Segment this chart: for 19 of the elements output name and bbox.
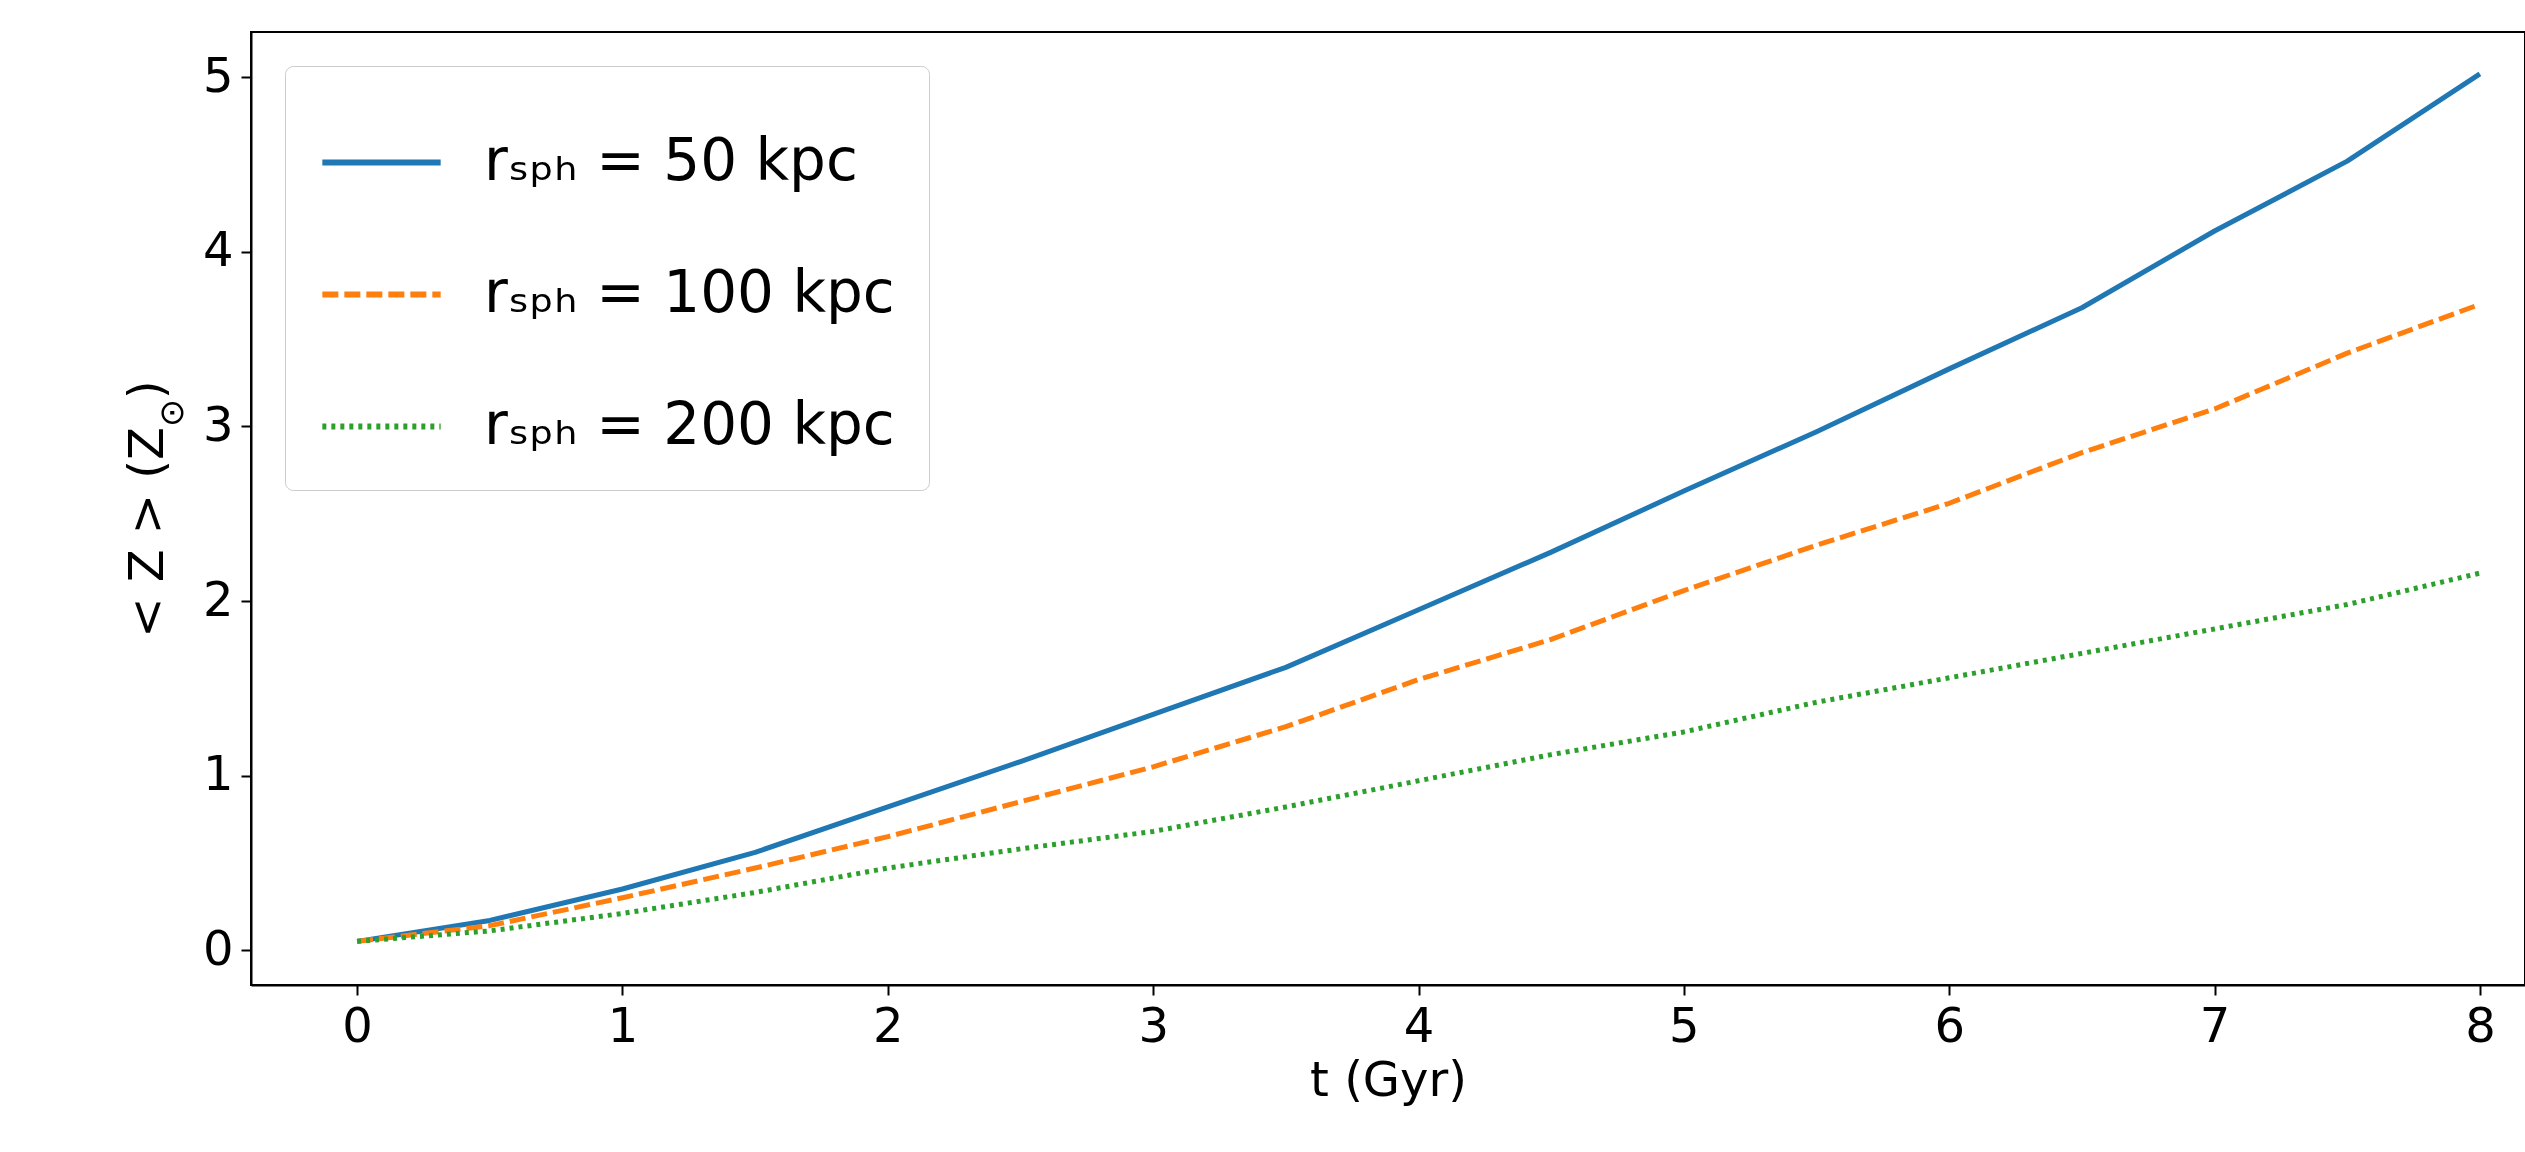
x-tick-label: 7 xyxy=(2199,996,2231,1053)
legend-label: rₛₚₕ = 50 kpc xyxy=(484,125,858,194)
x-axis-title: t (Gyr) xyxy=(1310,1050,1467,1107)
x-tick-label: 0 xyxy=(342,996,373,1053)
x-tick-label: 4 xyxy=(1403,996,1435,1053)
legend-label: rₛₚₕ = 200 kpc xyxy=(484,389,895,458)
y-tick-label: 2 xyxy=(202,570,234,627)
x-tick-label: 1 xyxy=(607,996,639,1053)
y-tick-label: 1 xyxy=(202,745,234,802)
y-tick-label: 4 xyxy=(202,221,234,278)
x-tick-label: 8 xyxy=(2465,996,2496,1053)
x-tick-label: 6 xyxy=(1934,996,1965,1053)
y-tick-label: 5 xyxy=(202,46,234,103)
y-tick-label: 0 xyxy=(202,919,234,976)
x-tick-label: 3 xyxy=(1138,996,1169,1053)
x-tick-label: 2 xyxy=(873,996,904,1053)
legend-label: rₛₚₕ = 100 kpc xyxy=(484,257,895,326)
y-tick-label: 3 xyxy=(202,395,234,452)
x-tick-label: 5 xyxy=(1669,996,1700,1053)
